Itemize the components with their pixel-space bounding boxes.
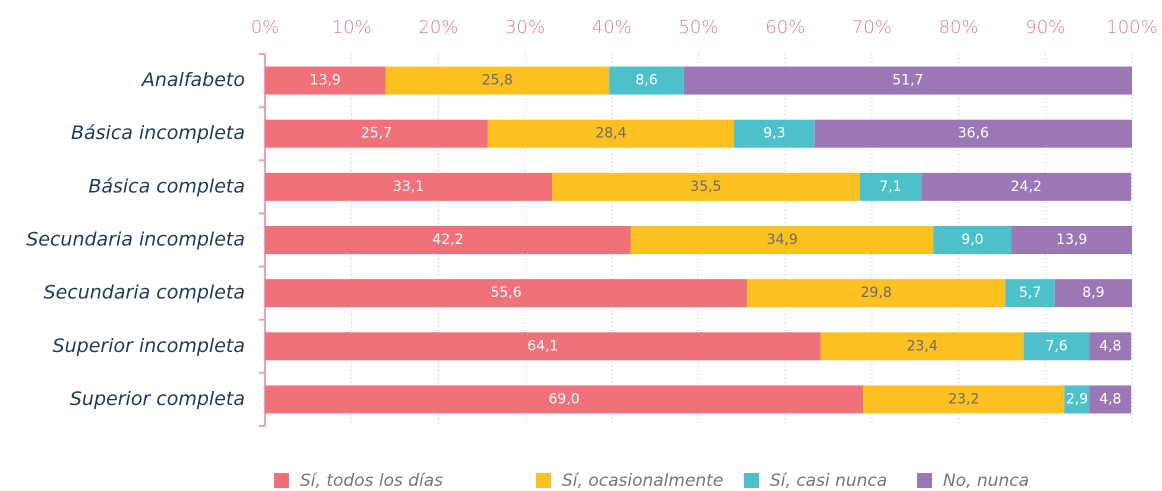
bar-segment (921, 172, 1132, 201)
bar-segment (265, 172, 552, 201)
value-label: 51,7 (892, 73, 923, 89)
legend-label: Sí, ocasionalmente (562, 471, 723, 491)
value-label: 7,6 (1045, 338, 1067, 354)
bar-segment (385, 66, 610, 95)
bar-segment (265, 66, 386, 95)
x-tick-label: 30% (505, 17, 545, 38)
value-label: 64,1 (527, 338, 558, 354)
legend-swatch (744, 473, 759, 488)
bar-segment (1011, 226, 1132, 254)
value-label: 9,0 (961, 232, 983, 248)
value-label: 28,4 (595, 126, 626, 142)
value-label: 7,1 (879, 179, 901, 195)
legend-label: Sí, todos los días (300, 471, 443, 491)
value-label: 23,4 (907, 338, 938, 354)
bar-segment (609, 66, 684, 95)
y-tick-label: Básica completa (88, 175, 245, 197)
y-tick-label: Superior incompleta (53, 335, 245, 357)
bar-segment (933, 226, 1012, 254)
bar-segment (487, 119, 735, 148)
bar-segment (820, 332, 1024, 361)
x-tick-label: 50% (678, 17, 718, 38)
value-label: 33,1 (393, 179, 424, 195)
value-label: 34,9 (767, 232, 798, 248)
bar-segment (859, 172, 922, 201)
value-label: 69,0 (549, 391, 580, 407)
x-tick-label: 70% (852, 17, 892, 38)
value-label: 42,2 (432, 232, 463, 248)
y-tick-label: Secundaria completa (44, 282, 245, 304)
x-tick-label: 100% (1106, 17, 1157, 38)
bar-segment (265, 385, 864, 414)
value-label: 9,3 (763, 126, 785, 142)
bar-segment (265, 332, 821, 361)
value-label: 8,6 (635, 73, 657, 89)
legend-swatch (917, 473, 932, 488)
value-label: 4,8 (1099, 338, 1121, 354)
bar-segment (265, 226, 631, 254)
value-label: 35,5 (690, 179, 721, 195)
value-label: 25,8 (482, 73, 513, 89)
value-label: 4,8 (1099, 391, 1121, 407)
value-label: 55,6 (490, 285, 521, 301)
bar-segment (1089, 332, 1132, 361)
y-tick-label: Analfabeto (140, 69, 245, 91)
bar-segment (814, 119, 1132, 148)
bar-segment (265, 119, 488, 148)
value-label: 36,6 (958, 126, 989, 142)
value-label: 2,9 (1066, 391, 1088, 407)
bar-segment (863, 385, 1065, 414)
x-tick-label: 40% (592, 17, 632, 38)
bar-segment (734, 119, 815, 148)
value-label: 25,7 (361, 126, 392, 142)
x-tick-label: 0% (251, 17, 280, 38)
legend-swatch (536, 473, 551, 488)
bar-segment (747, 279, 1006, 308)
bar-segment (1005, 279, 1055, 308)
bar-segment (683, 66, 1132, 95)
legend-label: No, nunca (943, 471, 1029, 491)
x-tick-label: 90% (1025, 17, 1065, 38)
legend-swatch (274, 473, 289, 488)
value-label: 13,9 (310, 73, 341, 89)
x-tick-label: 10% (332, 17, 372, 38)
value-label: 24,2 (1011, 179, 1042, 195)
value-label: 8,9 (1082, 285, 1104, 301)
bar-segment (265, 279, 748, 308)
value-label: 29,8 (861, 285, 892, 301)
bar-segment (1089, 385, 1132, 414)
x-tick-label: 80% (939, 17, 979, 38)
value-label: 5,7 (1019, 285, 1041, 301)
bar-segment (1064, 385, 1090, 414)
bar-segment (1054, 279, 1132, 308)
bar-segment (551, 172, 860, 201)
y-tick-label: Básica incompleta (71, 122, 245, 144)
bar-segment (1023, 332, 1090, 361)
x-tick-label: 20% (418, 17, 458, 38)
bar-segment (630, 226, 934, 254)
legend-label: Sí, casi nunca (770, 471, 887, 491)
value-label: 23,2 (948, 391, 979, 407)
value-label: 13,9 (1056, 232, 1087, 248)
x-tick-label: 60% (765, 17, 805, 38)
y-tick-label: Secundaria incompleta (26, 229, 245, 251)
y-tick-label: Superior completa (70, 388, 245, 410)
